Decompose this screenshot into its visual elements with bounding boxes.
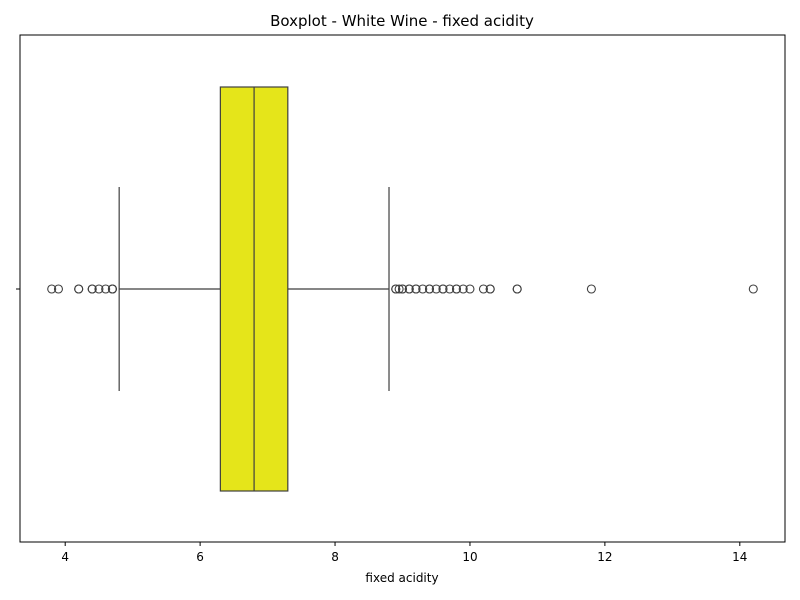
- chart-title: Boxplot - White Wine - fixed acidity: [270, 12, 534, 30]
- outlier-point: [451, 284, 462, 294]
- outlier-point: [586, 284, 596, 294]
- x-tick-label: 12: [597, 550, 612, 564]
- outlier-point: [445, 284, 455, 294]
- outlier-point: [418, 284, 428, 294]
- outlier-point: [438, 284, 448, 294]
- outlier-point: [424, 284, 435, 294]
- x-tick-label: 10: [462, 550, 477, 564]
- outlier-point: [47, 284, 57, 294]
- x-axis: 4 6 8 10 12 14: [61, 542, 747, 564]
- outlier-point: [485, 284, 495, 294]
- outlier-point: [101, 284, 111, 294]
- box-marks: [47, 86, 758, 492]
- outlier-point: [394, 284, 404, 294]
- outlier-point: [397, 284, 408, 294]
- outlier-point: [87, 284, 97, 294]
- x-tick-label: 14: [732, 550, 747, 564]
- outlier-point: [107, 284, 117, 294]
- outlier-point: [411, 284, 421, 294]
- outlier-point: [391, 284, 401, 294]
- outlier-point: [431, 284, 441, 294]
- x-tick-label: 8: [331, 550, 339, 564]
- x-axis-label: fixed acidity: [365, 571, 438, 585]
- outlier-point: [748, 284, 758, 294]
- outlier-point: [94, 284, 104, 294]
- x-tick-label: 4: [61, 550, 69, 564]
- outlier-point: [458, 284, 468, 294]
- outlier-point: [53, 284, 64, 294]
- outlier-point: [404, 284, 414, 294]
- x-tick-label: 6: [196, 550, 204, 564]
- outlier-point: [478, 284, 489, 294]
- outlier-point: [74, 284, 84, 294]
- outlier-point: [512, 284, 522, 294]
- outlier-point: [465, 284, 475, 294]
